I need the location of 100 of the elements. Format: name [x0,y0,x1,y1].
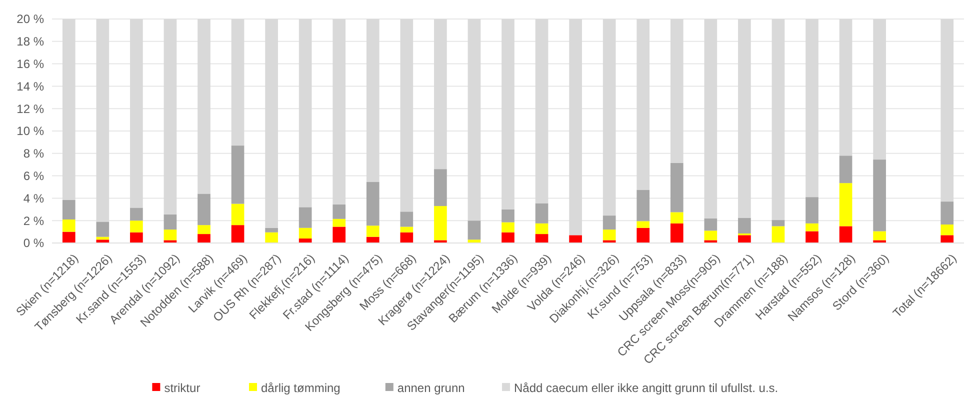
bar [940,19,954,202]
bar [873,240,886,243]
bar [298,19,312,208]
bar [940,224,954,236]
bar [873,160,886,232]
bar [198,225,210,234]
y-tick-label: 14 % [16,79,44,94]
bar [332,226,346,243]
bar [130,220,143,232]
bar [198,234,210,243]
bar [400,212,414,227]
bar [569,235,582,243]
bar [265,228,278,232]
y-tick-label: 12 % [16,102,44,116]
bar [806,231,818,243]
bar [198,19,210,194]
bar [738,218,751,234]
bar [164,19,177,214]
bar [502,222,514,232]
bar [806,19,818,198]
bar [738,19,751,218]
bar [636,19,650,190]
bar [569,19,582,236]
bar [502,209,514,222]
bar [198,194,210,226]
bar [704,230,718,240]
legend-label: striktur [164,381,200,395]
bar [231,204,244,226]
bar [130,232,143,243]
y-tick-label: 20 % [16,12,44,26]
bar [535,203,548,224]
bar [670,162,684,212]
bar [96,222,110,237]
y-tick-label: 18 % [16,34,44,49]
bar [636,228,650,243]
bar [839,226,852,243]
bar [873,231,886,240]
bar [468,19,481,221]
bar [873,19,886,160]
bar [940,235,954,243]
bar [231,19,244,146]
bar [670,19,684,163]
legend-label: annen grunn [397,381,465,395]
bar [670,223,684,243]
bar [535,223,548,234]
bar [535,234,548,243]
bar [670,212,684,224]
bar [400,232,414,243]
bar [502,19,514,210]
bar [602,19,616,216]
bar [62,200,76,220]
bar [806,223,818,232]
bar [602,216,616,230]
bar [366,19,380,182]
bar [130,208,143,221]
bar [96,240,110,243]
bar [366,236,380,243]
y-tick-label: 2 % [23,214,44,228]
bar [434,206,447,240]
bar [164,230,177,240]
bar [96,236,110,240]
y-tick-label: 6 % [23,169,44,183]
bar [839,183,852,226]
bar [62,219,76,232]
bar [366,226,380,237]
bar [704,240,718,243]
bar [940,202,954,225]
bar [96,19,110,222]
bar [298,228,312,239]
bar [839,19,852,156]
bar [434,240,447,243]
bar [535,19,548,204]
bar [130,19,143,208]
bar [62,232,76,243]
bar [704,218,718,231]
legend-label: Nådd caecum eller ikke angitt grunn til ufullst. u.s. [514,381,778,395]
bar [332,218,346,227]
bar [332,204,346,219]
bar [400,19,414,212]
bar [231,225,244,243]
bar [806,197,818,224]
bar [772,226,785,243]
bar [738,235,751,243]
y-tick-label: 10 % [16,124,44,138]
y-tick-label: 4 % [23,191,44,206]
y-tick-label: 0 % [23,236,44,250]
bar [434,19,447,170]
bar [164,214,177,230]
legend-label: dårlig tømming [261,381,340,395]
bar [602,240,616,243]
bar [468,220,481,240]
bar [366,182,380,226]
bar [602,230,616,240]
bar [231,146,244,204]
bar [265,232,278,243]
bar [839,156,852,184]
bar [400,226,414,232]
bar [704,19,718,218]
bar [502,232,514,243]
bar [636,221,650,228]
